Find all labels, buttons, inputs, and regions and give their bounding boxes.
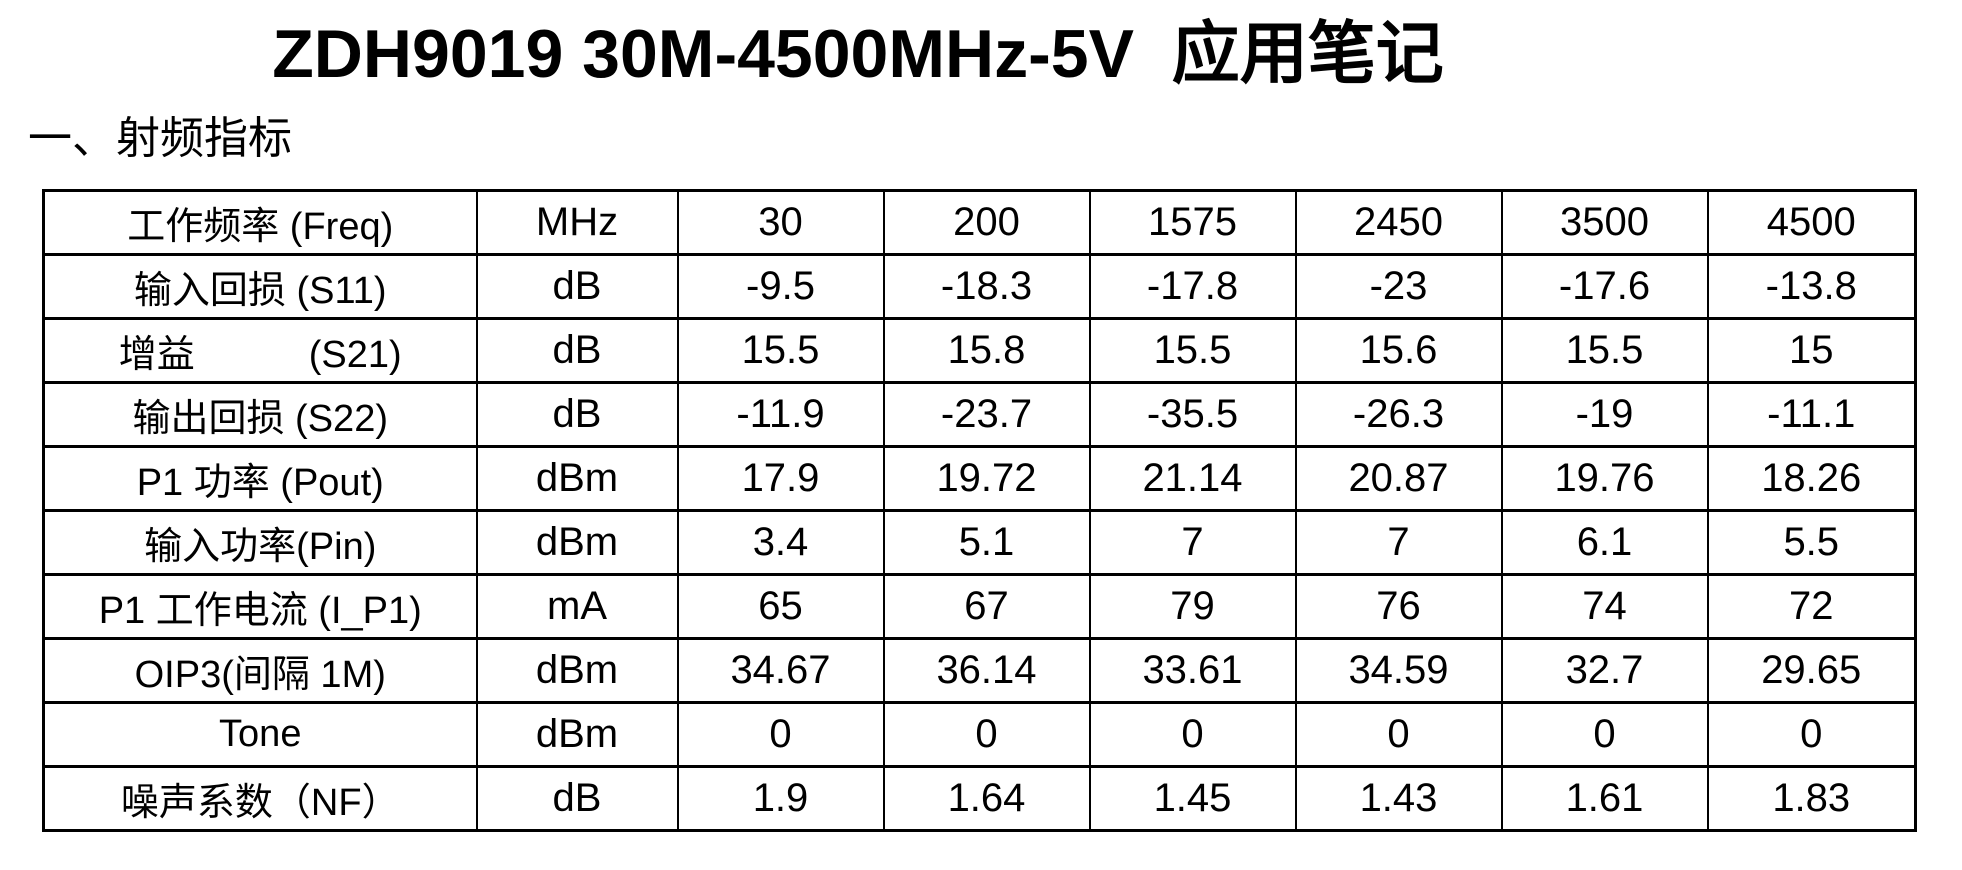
row-value: 19.76 — [1500, 444, 1709, 512]
row-value: 5.5 — [1706, 508, 1917, 576]
page-title: ZDH9019 30M-4500MHz-5V 应用笔记 — [272, 16, 1444, 92]
row-value: 0 — [1088, 700, 1297, 768]
table-row: 增益 (S21) dB 15.5 15.8 15.5 15.6 15.5 15 — [42, 316, 1917, 384]
row-value: 15.5 — [676, 316, 885, 384]
row-value: 15 — [1706, 316, 1917, 384]
row-value: 15.6 — [1294, 316, 1503, 384]
row-value: -17.6 — [1500, 252, 1709, 320]
table-row: 工作频率 (Freq) MHz 30 200 1575 2450 3500 4500 — [42, 188, 1917, 256]
row-value: 15.5 — [1500, 316, 1709, 384]
table-row: OIP3(间隔 1M) dBm 34.67 36.14 33.61 34.59 32.7 29… — [42, 636, 1917, 704]
row-unit: MHz — [475, 188, 679, 256]
row-label: 增益 (S21) — [42, 316, 478, 384]
row-value: 30 — [676, 188, 885, 256]
row-value: 1575 — [1088, 188, 1297, 256]
row-unit: dBm — [475, 444, 679, 512]
row-label: P1 功率 (Pout) — [42, 444, 478, 512]
row-value: 1.83 — [1706, 764, 1917, 832]
row-value: 18.26 — [1706, 444, 1917, 512]
row-value: -23.7 — [882, 380, 1091, 448]
row-value: 65 — [676, 572, 885, 640]
row-label: Tone — [42, 700, 478, 768]
row-value: 1.64 — [882, 764, 1091, 832]
row-label: 噪声系数（NF） — [42, 764, 478, 832]
row-value: -11.9 — [676, 380, 885, 448]
row-value: -13.8 — [1706, 252, 1917, 320]
row-value: 3500 — [1500, 188, 1709, 256]
row-value: -11.1 — [1706, 380, 1917, 448]
row-value: 34.67 — [676, 636, 885, 704]
row-value: 29.65 — [1706, 636, 1917, 704]
row-value: 79 — [1088, 572, 1297, 640]
row-value: 0 — [882, 700, 1091, 768]
row-value: 1.61 — [1500, 764, 1709, 832]
row-value: -35.5 — [1088, 380, 1297, 448]
row-unit: dB — [475, 316, 679, 384]
row-value: 3.4 — [676, 508, 885, 576]
row-value: 200 — [882, 188, 1091, 256]
row-value: 0 — [1500, 700, 1709, 768]
row-value: 36.14 — [882, 636, 1091, 704]
row-unit: dB — [475, 380, 679, 448]
row-unit: dB — [475, 252, 679, 320]
row-unit: mA — [475, 572, 679, 640]
row-value: 7 — [1088, 508, 1297, 576]
row-value: 2450 — [1294, 188, 1503, 256]
row-label: 输出回损 (S22) — [42, 380, 478, 448]
row-value: -23 — [1294, 252, 1503, 320]
row-value: 15.5 — [1088, 316, 1297, 384]
section-heading: 一、射频指标 — [28, 114, 292, 164]
row-label: OIP3(间隔 1M) — [42, 636, 478, 704]
row-value: 1.45 — [1088, 764, 1297, 832]
row-value: -9.5 — [676, 252, 885, 320]
row-value: -18.3 — [882, 252, 1091, 320]
row-value: 74 — [1500, 572, 1709, 640]
row-unit: dBm — [475, 700, 679, 768]
row-label: P1 工作电流 (I_P1) — [42, 572, 478, 640]
table-row: 输入回损 (S11) dB -9.5 -18.3 -17.8 -23 -17.6 -13.8 — [42, 252, 1917, 320]
row-value: 0 — [1706, 700, 1917, 768]
row-value: 1.43 — [1294, 764, 1503, 832]
table-row: P1 工作电流 (I_P1) mA 65 67 79 76 74 72 — [42, 572, 1917, 640]
row-value: 7 — [1294, 508, 1503, 576]
row-value: 76 — [1294, 572, 1503, 640]
row-value: 67 — [882, 572, 1091, 640]
row-value: 32.7 — [1500, 636, 1709, 704]
table-row: 噪声系数（NF） dB 1.9 1.64 1.45 1.43 1.61 1.83 — [42, 764, 1917, 832]
row-value: 33.61 — [1088, 636, 1297, 704]
row-value: 34.59 — [1294, 636, 1503, 704]
row-unit: dBm — [475, 508, 679, 576]
row-label: 输入功率(Pin) — [42, 508, 478, 576]
row-value: 72 — [1706, 572, 1917, 640]
row-value: 19.72 — [882, 444, 1091, 512]
row-value: 0 — [1294, 700, 1503, 768]
row-value: 5.1 — [882, 508, 1091, 576]
table-row: Tone dBm 0 0 0 0 0 0 — [42, 700, 1917, 768]
row-value: -19 — [1500, 380, 1709, 448]
row-value: 15.8 — [882, 316, 1091, 384]
row-label: 输入回损 (S11) — [42, 252, 478, 320]
row-value: 17.9 — [676, 444, 885, 512]
table-row: 输入功率(Pin) dBm 3.4 5.1 7 7 6.1 5.5 — [42, 508, 1917, 576]
row-value: 6.1 — [1500, 508, 1709, 576]
row-value: -17.8 — [1088, 252, 1297, 320]
row-value: 0 — [676, 700, 885, 768]
table-row: 输出回损 (S22) dB -11.9 -23.7 -35.5 -26.3 -19 -11.1 — [42, 380, 1917, 448]
rf-spec-table: 工作频率 (Freq) MHz 30 200 1575 2450 3500 4500 输入回损 … — [42, 188, 1917, 832]
row-unit: dB — [475, 764, 679, 832]
row-value: 20.87 — [1294, 444, 1503, 512]
row-value: 21.14 — [1088, 444, 1297, 512]
row-value: -26.3 — [1294, 380, 1503, 448]
row-value: 1.9 — [676, 764, 885, 832]
row-unit: dBm — [475, 636, 679, 704]
table-row: P1 功率 (Pout) dBm 17.9 19.72 21.14 20.87 19.76 1… — [42, 444, 1917, 512]
row-label: 工作频率 (Freq) — [42, 188, 478, 256]
row-value: 4500 — [1706, 188, 1917, 256]
